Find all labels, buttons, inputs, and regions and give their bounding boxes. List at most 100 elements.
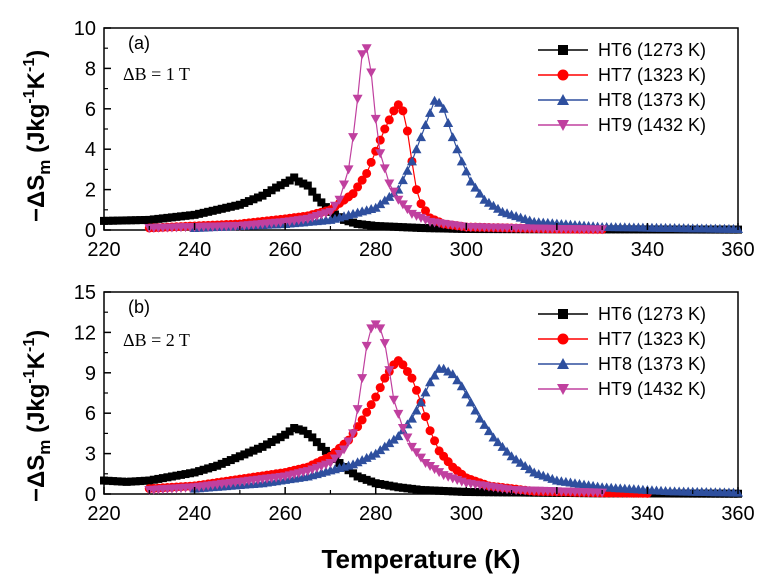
legend-label: HT8 (1373 K) bbox=[598, 354, 706, 374]
data-point-circle bbox=[416, 199, 426, 209]
data-point-square bbox=[154, 214, 163, 223]
data-point-square bbox=[131, 216, 140, 225]
data-point-square bbox=[353, 219, 362, 228]
y-label-units: (Jkg bbox=[23, 384, 50, 440]
data-point-triangle-up bbox=[483, 426, 494, 436]
data-point-square bbox=[272, 183, 281, 192]
legend-marker-triangle-down bbox=[557, 384, 569, 395]
data-point-square bbox=[475, 488, 484, 497]
data-point-circle bbox=[398, 106, 408, 116]
legend-marker-square bbox=[558, 45, 568, 55]
data-point-square bbox=[435, 486, 444, 495]
data-point-triangle-up bbox=[416, 132, 426, 142]
data-point-square bbox=[362, 220, 371, 229]
data-point-square bbox=[249, 446, 258, 455]
x-ticks-a: 220 240 260 280 300 320 340 360 bbox=[87, 223, 755, 261]
data-point-triangle-up bbox=[429, 370, 440, 380]
data-point-triangle-up bbox=[470, 405, 481, 415]
y-tick-label: 9 bbox=[85, 363, 96, 385]
data-point-triangle-up bbox=[474, 413, 485, 423]
y-tick-label: 4 bbox=[85, 139, 96, 161]
data-point-square bbox=[349, 218, 358, 227]
data-point-triangle-up bbox=[506, 451, 517, 461]
data-point-square bbox=[136, 216, 145, 225]
data-point-square bbox=[385, 222, 394, 231]
data-point-square bbox=[371, 479, 380, 488]
data-point-square bbox=[199, 465, 208, 474]
data-point-circle bbox=[362, 168, 372, 178]
data-point-circle bbox=[402, 126, 412, 136]
legend-marker-triangle-up bbox=[557, 358, 569, 369]
data-point-square bbox=[190, 468, 199, 477]
data-point-square bbox=[403, 484, 412, 493]
data-point-square bbox=[376, 480, 385, 489]
data-point-square bbox=[308, 433, 317, 442]
field-annotation-a: ΔB = 1 T bbox=[123, 64, 190, 84]
data-point-square bbox=[226, 202, 235, 211]
data-point-triangle-up bbox=[452, 144, 463, 154]
data-point-triangle-down bbox=[357, 374, 368, 384]
data-point-square bbox=[267, 186, 276, 195]
data-point-square bbox=[303, 430, 312, 439]
data-point-square bbox=[421, 224, 430, 233]
data-point-square bbox=[122, 216, 131, 225]
data-point-triangle-down bbox=[393, 195, 404, 205]
legend-label: HT9 (1432 K) bbox=[598, 379, 706, 399]
data-point-square bbox=[453, 487, 462, 496]
data-point-circle bbox=[375, 383, 385, 393]
data-point-square bbox=[394, 483, 403, 492]
data-point-square bbox=[167, 213, 176, 222]
x-tick-label: 360 bbox=[721, 503, 754, 525]
data-point-square bbox=[176, 470, 185, 479]
data-point-square bbox=[149, 215, 158, 224]
data-point-square bbox=[367, 221, 376, 230]
data-point-circle bbox=[407, 373, 417, 383]
data-point-triangle-up bbox=[375, 199, 386, 209]
data-point-square bbox=[154, 474, 163, 483]
data-point-triangle-down bbox=[343, 165, 354, 175]
data-point-square bbox=[430, 486, 439, 495]
data-point-square bbox=[217, 459, 226, 468]
x-tick-label: 300 bbox=[450, 239, 483, 261]
data-point-triangle-down bbox=[339, 180, 350, 190]
data-point-square bbox=[204, 464, 213, 473]
data-point-square bbox=[299, 426, 308, 435]
data-point-square bbox=[118, 216, 127, 225]
data-point-triangle-down bbox=[397, 200, 408, 210]
data-point-square bbox=[389, 222, 398, 231]
data-point-square bbox=[131, 477, 140, 486]
data-point-triangle-up bbox=[492, 437, 503, 447]
data-point-triangle-down bbox=[325, 459, 336, 469]
data-point-triangle-up bbox=[384, 191, 395, 201]
x-axis-label: Temperature (K) bbox=[322, 544, 521, 574]
data-point-square bbox=[263, 440, 272, 449]
data-point-square bbox=[163, 213, 172, 222]
data-point-triangle-down bbox=[339, 445, 350, 455]
data-point-square bbox=[158, 214, 167, 223]
data-point-triangle-up bbox=[438, 103, 449, 113]
data-point-square bbox=[417, 485, 425, 494]
data-point-triangle-down bbox=[375, 324, 386, 334]
data-point-square bbox=[190, 210, 199, 219]
data-point-circle bbox=[348, 189, 358, 199]
data-point-square bbox=[231, 454, 240, 463]
data-point-square bbox=[253, 193, 262, 202]
data-point-triangle-up bbox=[479, 419, 490, 429]
series-line-1 bbox=[149, 359, 648, 494]
data-point-square bbox=[407, 223, 416, 232]
data-point-triangle-up bbox=[461, 389, 472, 399]
data-point-triangle-up bbox=[520, 460, 531, 470]
data-point-triangle-down bbox=[434, 468, 445, 478]
data-point-triangle-down bbox=[406, 442, 417, 452]
y-tick-label: 12 bbox=[74, 322, 96, 344]
y-ticks-a: 0 2 4 6 8 10 bbox=[74, 18, 111, 242]
data-point-square bbox=[466, 488, 475, 497]
data-point-triangle-up bbox=[456, 156, 467, 166]
y-axis-label-a: −ΔSm (Jkg-1K-1) bbox=[21, 50, 54, 222]
y-ticks-b: 0 3 6 9 12 15 bbox=[74, 282, 111, 506]
data-point-triangle-up bbox=[370, 202, 381, 212]
data-point-square bbox=[113, 477, 122, 486]
data-point-triangle-up bbox=[406, 413, 417, 423]
y-label-sup1: -1 bbox=[21, 89, 38, 103]
